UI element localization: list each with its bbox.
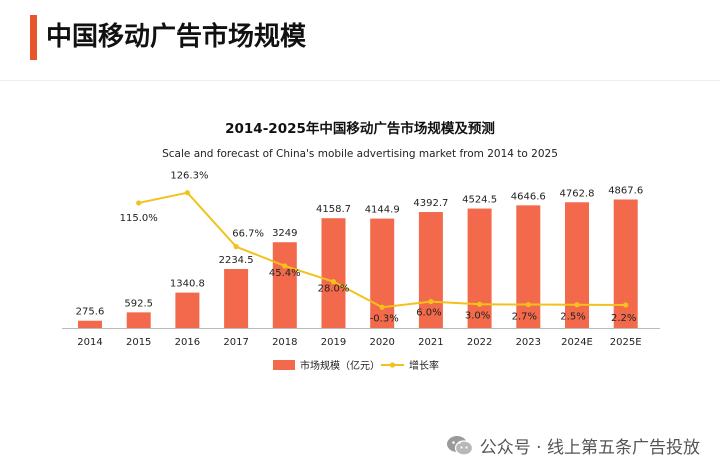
- growth-point-2018: [282, 263, 288, 269]
- bar-value-label-2015: 592.5: [124, 298, 153, 309]
- x-tick-label-2017: 2017: [223, 337, 248, 348]
- bar-2015: [126, 312, 151, 328]
- x-tick-label-2014: 2014: [77, 337, 102, 348]
- chart-title: 2014-2025年中国移动广告市场规模及预测: [225, 120, 495, 137]
- x-tick-label-2016: 2016: [175, 337, 200, 348]
- bar-2024E: [565, 202, 589, 328]
- bar-2025E: [613, 199, 638, 328]
- axis-layer: 2014 2015 2016 2017 2018 2019 2020 2021 2022 2023…: [62, 328, 660, 348]
- legend-swatch-bar: [273, 360, 295, 370]
- x-tick-label-2023: 2023: [516, 337, 541, 348]
- bar-2021: [418, 212, 443, 328]
- legend: 市场规模（亿元） 增长率: [273, 359, 439, 372]
- x-tick-label-2025E: 2025E: [610, 337, 642, 348]
- growth-point-2019: [330, 279, 337, 285]
- growth-point-2015: [136, 200, 142, 206]
- bar-value-label-2022: 4524.5: [462, 195, 497, 206]
- x-tick-label-2020: 2020: [369, 337, 394, 348]
- growth-label-2025E: 2.2%: [611, 313, 636, 324]
- growth-point-2016: [184, 190, 190, 196]
- wechat-icon: [446, 435, 473, 456]
- bars-layer: [78, 199, 638, 328]
- bar-value-label-2025E: 4867.6: [608, 185, 643, 196]
- legend-label-line: 增长率: [409, 359, 439, 372]
- watermark-text: 公众号 · 线上第五条广告投放: [479, 438, 700, 458]
- bar-2017: [224, 269, 249, 328]
- chart-subtitle: Scale and forecast of China's mobile adv…: [162, 148, 558, 160]
- growth-label-2019: 28.0%: [318, 284, 350, 295]
- header-divider: [0, 80, 720, 81]
- growth-line-layer: [136, 190, 629, 310]
- growth-label-2016: 126.3%: [170, 171, 208, 182]
- bar-2019: [321, 218, 346, 328]
- bar-value-label-2024E: 4762.8: [560, 188, 595, 199]
- growth-point-2025E: [623, 302, 629, 308]
- growth-label-2021: 6.0%: [416, 308, 441, 319]
- bar-2018: [272, 242, 297, 328]
- legend-label-bar: 市场规模（亿元）: [300, 359, 380, 372]
- growth-label-2023: 2.7%: [512, 312, 537, 323]
- x-tick-label-2019: 2019: [321, 337, 346, 348]
- bar-value-label-2016: 1340.8: [170, 279, 205, 290]
- growth-point-2020: [379, 304, 385, 310]
- page-title: 中国移动广告市场规模: [46, 22, 307, 52]
- bar-2022: [467, 208, 492, 328]
- x-tick-label-2021: 2021: [418, 337, 443, 348]
- legend-swatch-line-marker: [389, 362, 396, 368]
- growth-point-2022: [477, 301, 483, 307]
- x-tick-label-2024E: 2024E: [561, 337, 593, 348]
- bar-2016: [175, 292, 200, 328]
- bar-value-label-2023: 4646.6: [511, 191, 546, 202]
- bar-2020: [370, 218, 395, 328]
- growth-label-2018: 45.4%: [269, 268, 301, 279]
- bar-value-label-2014: 275.6: [76, 307, 105, 318]
- growth-point-2023: [525, 301, 531, 308]
- bar-value-label-2020: 4144.9: [365, 205, 400, 216]
- growth-point-2021: [428, 298, 434, 305]
- growth-point-2024E: [574, 302, 580, 308]
- growth-label-2020: -0.3%: [370, 313, 399, 324]
- bar-2023: [516, 205, 541, 328]
- bar-value-label-2018: 3249: [272, 228, 297, 239]
- bar-2014: [78, 320, 102, 328]
- bar-value-label-2017: 2234.5: [219, 255, 254, 266]
- growth-label-2017: 66.7%: [232, 229, 264, 240]
- watermark: 公众号 · 线上第五条广告投放: [446, 433, 700, 458]
- growth-label-2024E: 2.5%: [560, 312, 585, 323]
- x-tick-label-2018: 2018: [272, 337, 297, 348]
- bar-value-label-2021: 4392.7: [413, 198, 448, 209]
- x-tick-label-2015: 2015: [126, 337, 151, 348]
- growth-label-2015: 115.0%: [120, 213, 158, 224]
- title-accent-bar: [30, 15, 37, 60]
- labels-layer: 275.6 592.5 1340.8 2234.5 3249 4158.7 4144.9 43…: [76, 171, 644, 325]
- growth-point-2017: [233, 244, 239, 250]
- x-tick-label-2022: 2022: [467, 337, 492, 348]
- bar-value-label-2019: 4158.7: [316, 204, 351, 215]
- growth-label-2022: 3.0%: [465, 310, 490, 321]
